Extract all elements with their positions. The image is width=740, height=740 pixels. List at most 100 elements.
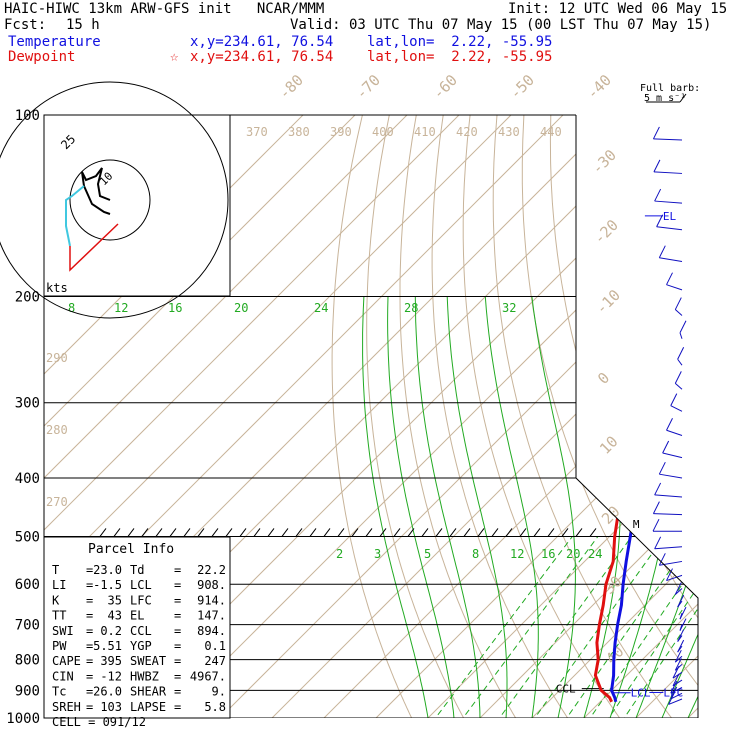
parcel-row-value: 22.2 — [197, 563, 226, 577]
wind-barb-flag — [658, 553, 666, 566]
isotherm-label: -20 — [590, 216, 622, 248]
theta-label: 390 — [330, 125, 352, 139]
parcel-row-eq: = — [86, 593, 93, 607]
wind-barb-flag — [677, 347, 685, 360]
isotherm-label: -60 — [429, 71, 461, 103]
wind-barb — [653, 138, 683, 141]
wind-barb — [654, 200, 683, 204]
wind-barb-flag — [652, 126, 660, 140]
wind-barb-flag — [677, 639, 685, 653]
wind-barb-flag — [653, 159, 661, 173]
level-hatch — [155, 528, 163, 537]
level-hatch — [477, 528, 485, 537]
mixing-ratio-line — [599, 536, 698, 718]
wind-barb-flag — [674, 371, 682, 384]
wind-barb-flag — [672, 673, 680, 687]
parcel-row-value: 395 — [100, 654, 122, 668]
level-hatch — [547, 528, 555, 537]
pressure-label: 800 — [15, 653, 40, 669]
level-hatch — [183, 528, 191, 537]
dewpoint-star-icon: ☆ — [170, 49, 179, 65]
temperature-coords: x,y=234.61, 76.54 lat,lon= 2.22, -55.95 — [190, 34, 553, 50]
wind-barb — [666, 284, 683, 291]
wind-barb — [677, 358, 683, 366]
annotation-label: LCL — [631, 687, 651, 700]
parcel-row-label: Td — [130, 563, 144, 577]
level-hatch — [141, 528, 149, 537]
parcel-row-eq: = — [174, 593, 181, 607]
hodograph-unit-label: kts — [46, 281, 68, 295]
parcel-row-value: 908. — [197, 578, 226, 592]
model-title: HAIC-HIWC 13km ARW-GFS init NCAR/MMM — [4, 1, 325, 17]
level-hatch — [589, 528, 597, 537]
level-hatch — [323, 528, 331, 537]
wind-barb — [674, 382, 683, 390]
annotation-label: M — [633, 518, 640, 531]
parcel-row-label: LAPSE — [130, 700, 166, 714]
level-hatch — [197, 528, 205, 537]
parcel-row-label: SREH — [52, 700, 81, 714]
barb-legend-line1: Full barb: — [640, 83, 701, 94]
dewpoint-coords: x,y=234.61, 76.54 lat,lon= 2.22, -55.95 — [190, 49, 553, 65]
theta-label: 270 — [46, 495, 68, 509]
valid-time: Valid: 03 UTC Thu 07 May 15 (00 LST Thu … — [290, 17, 712, 33]
parcel-row-label: SWEAT — [130, 654, 166, 668]
level-hatch — [225, 528, 233, 537]
fcst-label: Fcst: — [4, 17, 47, 33]
mixing-ratio-line — [489, 536, 633, 718]
parcel-row-label: K — [52, 593, 60, 607]
parcel-row-value: 9. — [212, 685, 226, 699]
wind-barb-flag — [674, 649, 682, 663]
parcel-row-value: 247 — [204, 654, 226, 668]
hodograph-ring-inner — [69, 159, 151, 241]
pressure-label: 500 — [15, 529, 40, 545]
level-hatch — [99, 528, 107, 537]
wind-barb — [659, 257, 683, 263]
theta-label: 430 — [498, 125, 520, 139]
parcel-cell: CELL = 091/12 — [52, 715, 146, 729]
parcel-row-eq: = — [86, 609, 93, 623]
mixing-ratio-label: 16 — [168, 301, 182, 315]
wind-barb — [670, 692, 683, 700]
annotation-label: CCL — [556, 683, 576, 696]
wind-barb — [659, 560, 683, 566]
isotherm-line — [518, 115, 698, 718]
isotherm-line — [44, 115, 356, 718]
init-time: Init: 12 UTC Wed 06 May 15 — [508, 1, 728, 17]
parcel-row-eq: = — [174, 654, 181, 668]
parcel-row-label: HWBZ — [130, 669, 159, 683]
theta-label: 380 — [288, 125, 310, 139]
level-hatch — [491, 528, 499, 537]
level-hatch — [463, 528, 471, 537]
wind-barb-flag — [670, 393, 678, 406]
isotherm-line — [258, 115, 698, 718]
mixing-ratio-label: 20 — [234, 301, 248, 315]
parcel-row-label: CCL — [130, 624, 152, 638]
isotherm-line — [310, 115, 698, 718]
parcel-info-box — [43, 536, 231, 719]
theta-label: 410 — [414, 125, 436, 139]
isotherm-label: -10 — [592, 286, 624, 318]
mixing-ratio-label: 20 — [566, 547, 580, 561]
isotherm-label: 10 — [596, 432, 622, 458]
level-hatch — [365, 528, 373, 537]
parcel-row-eq: = — [174, 685, 181, 699]
dry-adiabat-line — [577, 115, 698, 718]
barb-legend-line2: 5 m s⁻¹ — [644, 93, 687, 104]
dewpoint-legend: Dewpoint — [8, 49, 76, 65]
mixing-ratio-line — [425, 536, 573, 718]
moist-adiabat-line — [414, 296, 481, 718]
isotherm-line — [206, 115, 698, 718]
wind-barb-flag — [654, 188, 662, 202]
level-hatch — [239, 528, 247, 537]
isotherm-line — [727, 115, 740, 731]
parcel-row-label: T — [52, 563, 59, 577]
level-hatch — [505, 528, 513, 537]
pressure-label: 900 — [15, 683, 40, 699]
wind-barb-flag — [679, 320, 687, 333]
wind-barb-flag — [677, 629, 685, 642]
level-hatch — [211, 528, 219, 537]
parcel-row-label: LI — [52, 578, 66, 592]
parcel-row-value: 35 — [108, 593, 122, 607]
wind-barb — [654, 546, 683, 550]
